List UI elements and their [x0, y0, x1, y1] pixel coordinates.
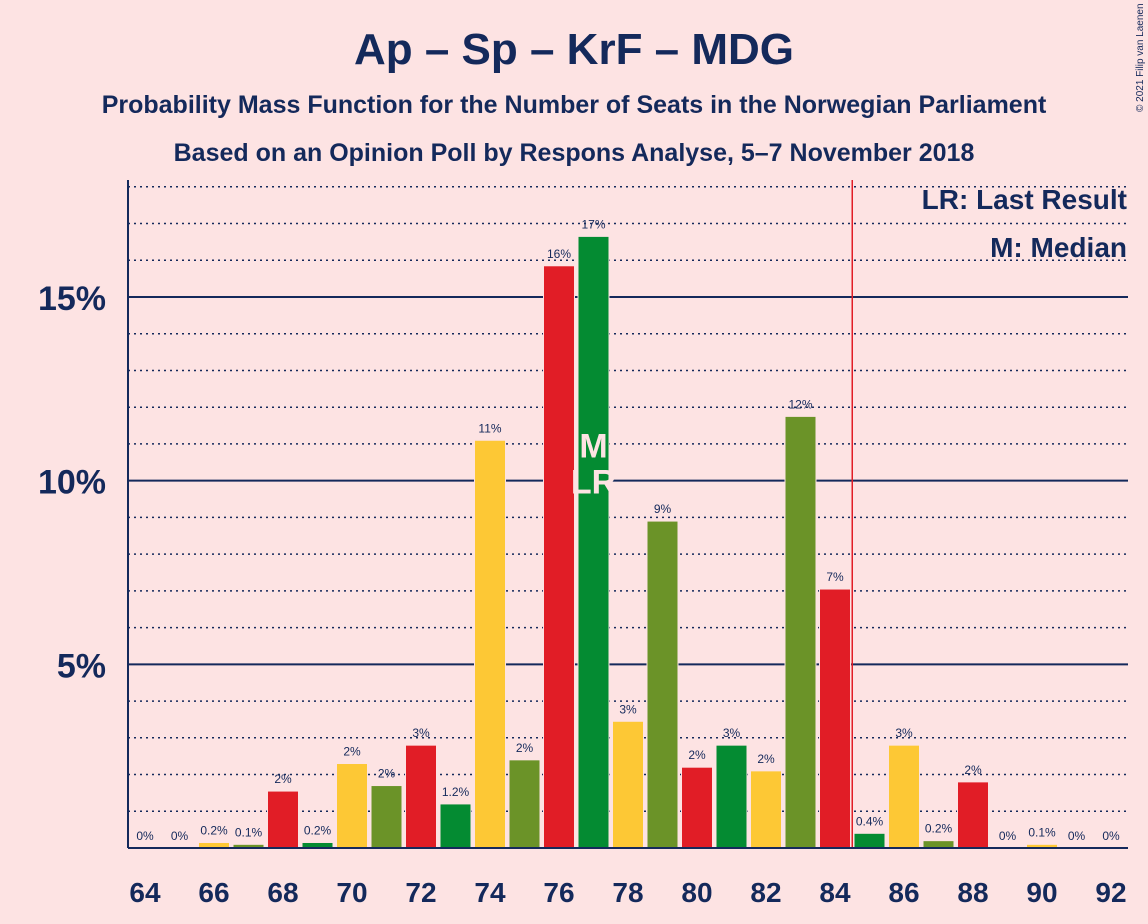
bar-label-seat-78: 3% [619, 702, 637, 716]
x-tick-label: 86 [888, 877, 919, 908]
bar-label-seat-66: 0.2% [200, 823, 228, 837]
bar-seat-72 [405, 744, 437, 849]
bar-seat-78 [612, 720, 644, 849]
bar-label-seat-80: 2% [688, 748, 706, 762]
bar-label-seat-69: 0.2% [304, 823, 332, 837]
bar-label-seat-64: 0% [136, 829, 154, 843]
x-tick-label: 82 [750, 877, 781, 908]
x-tick-label: 80 [681, 877, 712, 908]
bar-label-seat-70: 2% [343, 745, 361, 759]
last-result-marker: LR [571, 463, 616, 501]
bar-seat-70 [336, 763, 368, 849]
bar-label-seat-87: 0.2% [925, 822, 953, 836]
x-tick-label: 66 [198, 877, 229, 908]
y-tick-label: 5% [57, 647, 106, 685]
bar-label-seat-91: 0% [1068, 829, 1086, 843]
bar-label-seat-74: 11% [478, 421, 501, 435]
median-last-result-markers: MLR [571, 180, 853, 848]
chart-subtitle: Probability Mass Function for the Number… [102, 91, 1047, 119]
bar-label-seat-77: 17% [581, 217, 605, 231]
bar-seat-80 [681, 766, 713, 849]
bar-label-seat-88: 2% [964, 763, 982, 777]
legend-median: M: Median [990, 232, 1127, 263]
bar-seat-74 [474, 439, 506, 849]
bar-label-seat-71: 2% [378, 767, 396, 781]
bar-seat-87 [922, 840, 955, 849]
x-tick-label: 64 [129, 877, 161, 908]
bar-value-labels: 0% 0% 0.2% 0.1% 2% 0.2% 2% 2% 3% 1.2% 11% 2% 16% 17% 3… [136, 217, 1120, 843]
bar-seat-71 [370, 785, 403, 849]
bar-seat-81 [715, 744, 748, 849]
bar-seat-86 [888, 744, 920, 849]
bar-seat-68 [267, 790, 299, 849]
x-tick-label: 76 [543, 877, 574, 908]
bar-seat-77 [577, 235, 610, 849]
bar-label-seat-83: 12% [788, 397, 812, 411]
y-tick-label: 15% [38, 280, 106, 318]
bar-seat-73 [439, 803, 472, 849]
x-tick-labels: 64 66 68 70 72 74 76 78 80 82 84 86 88 90 92 [129, 877, 1126, 908]
bar-label-seat-90: 0.1% [1028, 825, 1056, 839]
bar-label-seat-89: 0% [999, 829, 1017, 843]
bar-label-seat-86: 3% [895, 726, 913, 740]
x-tick-label: 74 [474, 877, 506, 908]
axes [127, 180, 1128, 849]
bar-label-seat-92: 0% [1102, 829, 1120, 843]
y-tick-labels: 5% 10% 15% [38, 280, 106, 685]
bar-seat-88 [957, 781, 989, 849]
bar-label-seat-76: 16% [547, 247, 571, 261]
bar-label-seat-68: 2% [274, 772, 292, 786]
bar-label-seat-72: 3% [412, 726, 430, 740]
x-tick-label: 70 [336, 877, 367, 908]
bar-label-seat-85: 0.4% [856, 814, 884, 828]
x-tick-label: 84 [819, 877, 851, 908]
x-tick-label: 92 [1095, 877, 1126, 908]
bar-label-seat-84: 7% [826, 570, 844, 584]
bar-series [198, 235, 1058, 849]
chart-title: Ap – Sp – KrF – MDG [354, 25, 794, 74]
x-tick-label: 72 [405, 877, 436, 908]
bar-label-seat-73: 1.2% [442, 785, 470, 799]
bar-seat-84 [819, 588, 851, 849]
bar-seat-82 [750, 770, 782, 849]
bar-label-seat-82: 2% [757, 752, 775, 766]
bar-seat-75 [508, 759, 541, 849]
bar-label-seat-75: 2% [516, 741, 534, 755]
bar-label-seat-79: 9% [654, 502, 672, 516]
bar-seat-85 [853, 832, 886, 849]
bar-label-seat-65: 0% [171, 829, 189, 843]
chart-subtitle-poll: Based on an Opinion Poll by Respons Anal… [174, 139, 975, 167]
y-tick-label: 10% [38, 464, 106, 502]
x-tick-label: 68 [267, 877, 298, 908]
bar-label-seat-81: 3% [723, 726, 741, 740]
copyright-note: © 2021 Filip van Laenen [1135, 3, 1146, 112]
x-tick-label: 90 [1026, 877, 1057, 908]
legend-last-result: LR: Last Result [922, 184, 1127, 215]
x-tick-label: 78 [612, 877, 643, 908]
bar-seat-79 [646, 520, 679, 849]
x-tick-label: 88 [957, 877, 988, 908]
median-marker: M [579, 427, 607, 465]
bar-seat-83 [784, 415, 817, 849]
grid-lines [128, 186, 1128, 813]
bar-label-seat-67: 0.1% [235, 825, 263, 839]
bar-seat-76 [543, 265, 575, 849]
